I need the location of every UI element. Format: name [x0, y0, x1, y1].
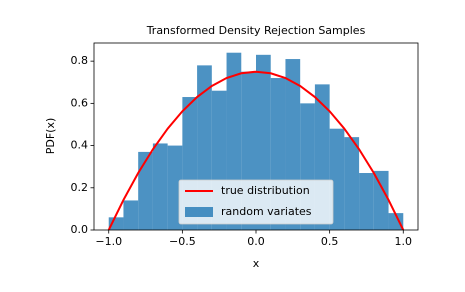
histogram-bar	[359, 173, 374, 230]
histogram-bar	[388, 213, 404, 230]
legend-box	[178, 179, 334, 225]
legend-swatch	[185, 207, 213, 217]
x-tick-label: 0.0	[247, 235, 265, 248]
histogram-bar	[123, 200, 139, 230]
legend-label: random variates	[221, 205, 312, 218]
legend-label: true distribution	[221, 184, 310, 197]
y-tick-label: 0.8	[71, 54, 89, 67]
y-tick-label: 0.6	[71, 96, 89, 109]
y-tick-label: 0.0	[71, 223, 89, 236]
chart-title: Transformed Density Rejection Samples	[146, 24, 366, 37]
x-axis-label: x	[253, 257, 260, 270]
x-tick-label: −1.0	[95, 235, 122, 248]
x-tick-label: 1.0	[395, 235, 413, 248]
y-axis-label: PDF(x)	[44, 118, 57, 155]
histogram-bar	[138, 151, 153, 230]
x-tick-label: 0.5	[321, 235, 339, 248]
y-tick-label: 0.4	[71, 139, 89, 152]
y-tick-label: 0.2	[71, 181, 89, 194]
x-tick-label: −0.5	[169, 235, 196, 248]
histogram-bar	[373, 170, 389, 230]
histogram-bar	[152, 143, 168, 230]
histogram-bar	[344, 137, 360, 230]
line	[107, 70, 405, 230]
